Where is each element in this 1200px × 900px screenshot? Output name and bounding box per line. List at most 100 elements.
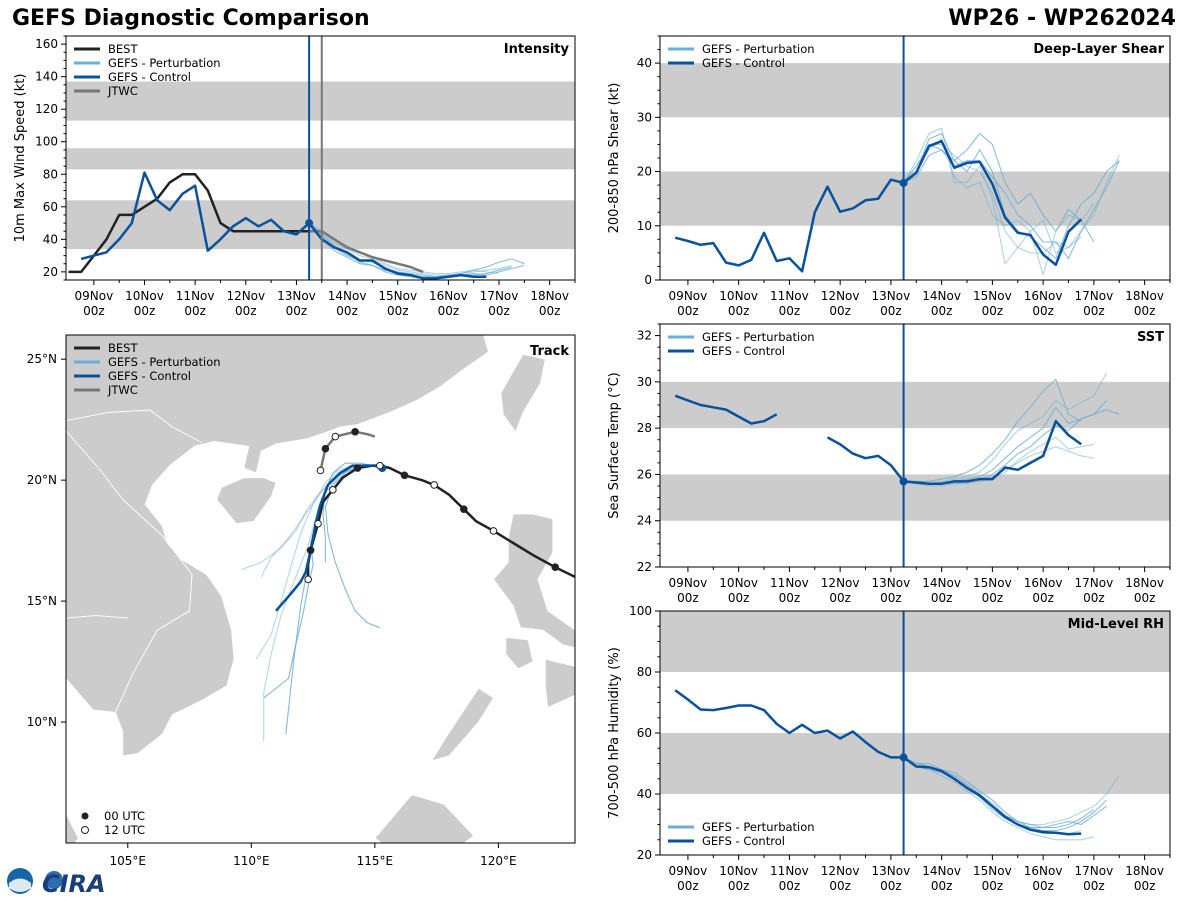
shear-y-tick-label: 20 (637, 165, 652, 179)
sst-threshold-band (660, 381, 1170, 429)
hainan-landmass (216, 477, 277, 525)
track-y-tick-label: 15°N (27, 594, 57, 608)
intensity-legend-label: GEFS - Control (108, 70, 191, 84)
track-plot-area (66, 335, 575, 843)
intensity-perturbation-member-line (308, 222, 512, 276)
shear-perturbation-member-line (903, 132, 1095, 243)
shear-x-tick-label: 12Nov (821, 289, 860, 303)
intensity-x-tick-label: 00z (539, 304, 561, 318)
intensity-x-tick-label: 14Nov (328, 289, 367, 303)
sst-x-tick-label: 16Nov (1024, 576, 1063, 590)
track-x-tick-label: 120°E (480, 854, 517, 868)
intensity-y-tick-label: 120 (35, 102, 58, 116)
rh-x-tick-label: 13Nov (872, 864, 911, 878)
track-jtwc-12utc-point (331, 432, 340, 441)
shear-gefs-control-line (674, 139, 1083, 273)
rh-plot-area (660, 611, 1170, 841)
intensity-x-tick-label: 17Nov (480, 289, 519, 303)
shear-plot-area (660, 63, 1170, 277)
shear-panel: 01020304009Nov00z10Nov00z11Nov00z12Nov00… (607, 35, 1171, 318)
cira-logo-text: CIRA (42, 870, 106, 896)
rh-y-tick-label: 100 (629, 604, 652, 618)
sst-y-tick-label: 26 (637, 467, 652, 481)
intensity-x-tick-label: 00z (286, 304, 308, 318)
rh-x-tick-label: 00z (1083, 879, 1105, 893)
intensity-x-tick-label: 11Nov (176, 289, 215, 303)
malay-peninsula-landmass (66, 813, 79, 843)
track-best-12utc-point (376, 461, 384, 470)
track-x-tick-label: 115°E (357, 854, 394, 868)
sst-x-tick-label: 15Nov (973, 576, 1012, 590)
shear-x-tick-label: 00z (728, 304, 750, 318)
rh-legend-label: GEFS - Perturbation (702, 820, 815, 834)
sst-x-tick-label: 00z (1134, 591, 1156, 605)
track-legend-00utc-marker (81, 812, 89, 820)
track-best-line (306, 464, 575, 580)
figure-title: GEFS Diagnostic Comparison (12, 6, 370, 31)
intensity-y-tick-label: 100 (35, 135, 58, 149)
track-x-tick-label: 105°E (110, 854, 147, 868)
intensity-legend-label: BEST (108, 42, 138, 56)
shear-y-tick-label: 30 (637, 110, 652, 124)
rh-x-tick-label: 14Nov (922, 864, 961, 878)
intensity-best-line (68, 173, 310, 274)
intensity-x-tick-label: 00z (387, 304, 409, 318)
sst-x-tick-label: 00z (1083, 591, 1105, 605)
rh-x-tick-label: 17Nov (1075, 864, 1114, 878)
shear-panel-title: Deep-Layer Shear (1033, 42, 1164, 57)
intensity-x-tick-label: 00z (488, 304, 510, 318)
intensity-gefs-control-line (80, 171, 487, 280)
shear-x-tick-label: 00z (677, 304, 699, 318)
rh-x-tick-label: 00z (1032, 879, 1054, 893)
shear-x-tick-label: 00z (982, 304, 1004, 318)
track-best-00utc-point (400, 471, 409, 480)
track-best-12utc-point (314, 519, 322, 528)
intensity-threshold-band (66, 200, 575, 250)
rh-x-tick-label: 12Nov (821, 864, 860, 878)
rh-x-tick-label: 00z (1134, 879, 1156, 893)
track-jtwc-12utc-point (316, 466, 325, 475)
intensity-y-axis-label: 10m Max Wind Speed (kt) (13, 74, 28, 243)
intensity-y-tick-label: 20 (43, 265, 58, 279)
cira-globe-icon (45, 871, 63, 889)
sst-x-tick-label: 09Nov (669, 576, 708, 590)
intensity-panel: 2040608010012014016009Nov00z10Nov00z11No… (13, 35, 576, 318)
shear-legend-label: GEFS - Control (702, 56, 785, 70)
rh-x-tick-label: 00z (982, 879, 1004, 893)
track-axes-frame (65, 334, 576, 844)
country-border-line (66, 429, 193, 713)
track-best-00utc-point (551, 563, 560, 572)
shear-x-tick-label: 14Nov (922, 289, 961, 303)
intensity-x-tick-label: 18Nov (530, 289, 569, 303)
rh-y-tick-label: 60 (637, 726, 652, 740)
shear-x-tick-label: 18Nov (1125, 289, 1164, 303)
shear-x-tick-label: 00z (931, 304, 953, 318)
shear-x-tick-label: 11Nov (770, 289, 809, 303)
sst-x-tick-label: 13Nov (872, 576, 911, 590)
sst-y-axis-label: Sea Surface Temp (°C) (607, 372, 622, 519)
sst-perturbation-member-line (903, 436, 1095, 487)
sst-y-tick-label: 24 (637, 514, 652, 528)
rh-x-tick-label: 00z (829, 879, 851, 893)
rh-panel: 2040608010009Nov00z10Nov00z11Nov00z12Nov… (607, 604, 1171, 893)
track-legend-label: GEFS - Control (108, 369, 191, 383)
intensity-threshold-band (66, 148, 575, 170)
shear-x-tick-label: 00z (880, 304, 902, 318)
track-legend-00utc-label: 00 UTC (104, 809, 145, 823)
borneo-landmass (374, 794, 475, 843)
track-panel: 105°E 110°E 115°E 120°E 10°N 15°N 20°N 25°N Trac… (27, 334, 576, 868)
track-y-tick-label: 10°N (27, 715, 57, 729)
intensity-x-tick-label: 13Nov (277, 289, 316, 303)
intensity-x-tick-label: 00z (134, 304, 156, 318)
shear-legend-label: GEFS - Perturbation (702, 42, 815, 56)
sst-x-tick-label: 00z (982, 591, 1004, 605)
intensity-y-tick-label: 60 (43, 200, 58, 214)
track-best-00utc-point (460, 505, 468, 513)
track-legend-label: BEST (108, 341, 138, 355)
rh-perturbation-member-line (903, 756, 1095, 841)
sst-gefs-control-line (674, 394, 1082, 485)
rh-x-tick-label: 10Nov (719, 864, 758, 878)
track-legend-label: JTWC (107, 383, 138, 397)
sst-plot-area (660, 372, 1170, 521)
